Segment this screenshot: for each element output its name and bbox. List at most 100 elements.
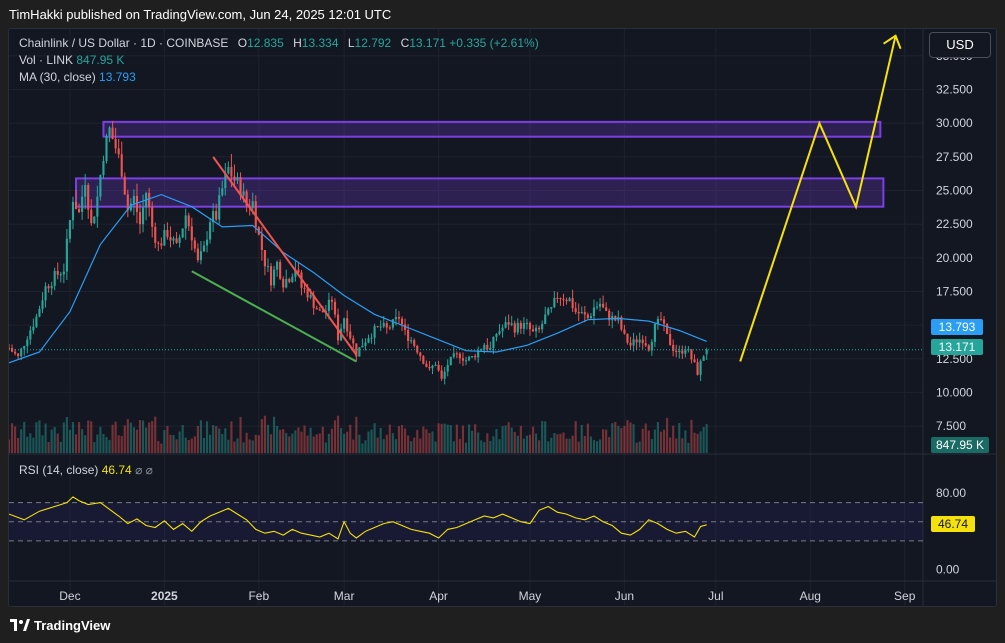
volume-bar [687,442,690,453]
chart-frame[interactable]: 35.00032.50030.00027.50025.00022.50020.0… [8,28,997,607]
candle-body [251,201,254,209]
candle-body [647,345,650,351]
rsi-band-fill [9,502,923,541]
volume-bar [315,434,318,453]
volume-bar [397,426,401,453]
ma-value: 13.793 [99,70,136,84]
volume-bar [17,438,20,453]
volume-bar [666,417,669,453]
currency-button[interactable]: USD [929,32,991,58]
tradingview-brand-text[interactable]: TradingView [34,618,111,633]
volume-bar [641,428,644,453]
candle-body [467,356,471,361]
candle-body [102,160,105,176]
candle-body [373,326,376,338]
price-chart-svg[interactable]: 35.00032.50030.00027.50025.00022.50020.0… [9,29,997,607]
rsi-visibility-icons[interactable]: ⌀ ⌀ [135,463,153,477]
candle-body [602,303,605,308]
ma-line [9,193,707,364]
volume-bar [312,436,315,453]
volume-bar [74,434,78,453]
candle-body [47,286,50,289]
x-tick-label: Sep [894,589,916,603]
volume-bar [379,428,382,453]
candle-body [693,359,696,363]
volume-bar [215,426,218,453]
candle-body [9,348,11,350]
candle-body [592,307,596,316]
x-tick-label: Feb [248,589,269,603]
candle-body [263,250,266,267]
volume-bar [230,421,233,453]
volume-bar [498,439,501,453]
rsi-label: RSI (14, close) [19,463,99,477]
candle-body [416,345,419,353]
candle-body [282,278,285,288]
volume-bar [190,438,193,453]
volume-bar [480,440,483,453]
candle-body [623,329,626,334]
candle-body [583,312,586,315]
candle-body [59,274,62,276]
volume-bar [495,429,498,453]
candle-body [90,209,93,224]
volume-bar [266,424,270,453]
candle-body [84,184,87,197]
rsi-value: 46.74 [101,463,132,477]
candle-body [364,342,367,346]
candle-body [306,288,309,298]
candle-body [96,196,99,217]
volume-bar [562,432,565,453]
volume-bar [404,428,407,453]
volume-bar [212,425,215,453]
rsi-legend: RSI (14, close) 46.74 ⌀ ⌀ [19,463,153,477]
volume-bar [623,425,626,453]
volume-bar [245,432,248,453]
volume-bar [218,428,221,453]
volume-bar [516,435,519,453]
volume-bar [257,435,260,453]
candle-body [629,342,632,346]
volume-bar [239,417,242,453]
change-value: +0.335 (+2.61%) [449,36,539,50]
x-tick-label: Jun [615,589,634,603]
candle-body [397,317,401,319]
candle-body [461,358,465,361]
candle-body [595,306,599,308]
candle-body [650,341,653,351]
candle-body [199,251,203,261]
candle-body [413,340,416,346]
candle-body [458,353,461,359]
volume-bar [166,425,169,453]
volume-bar [99,426,102,453]
candle-body [589,315,592,319]
candle-body [507,322,510,325]
candle-body [38,308,41,317]
volume-bar [437,423,440,453]
volume-bar [556,434,559,453]
candle-body [440,370,443,379]
candle-body [230,167,233,177]
candle-body [309,295,312,298]
volume-bar [571,435,574,453]
volume-bar [260,419,263,453]
symbol-legend: Chainlink / US Dollar · 1D · COINBASE O1… [19,36,539,50]
volume-bar [443,423,446,453]
volume-bar [157,441,160,453]
volume-bar [431,431,434,453]
x-tick-label: Mar [334,589,355,603]
candle-body [483,344,486,350]
volume-bar [14,426,17,453]
volume-bar [568,438,571,453]
volume-bar [559,433,562,453]
low-label: L [347,36,355,50]
volume-bar [419,438,422,453]
volume-bar [583,435,586,453]
candle-body [562,298,565,300]
volume-bar [553,433,556,453]
candle-body [541,323,544,330]
candle-body [154,226,157,243]
candle-body [510,323,513,325]
candle-body [687,349,690,351]
candle-body [568,298,571,302]
